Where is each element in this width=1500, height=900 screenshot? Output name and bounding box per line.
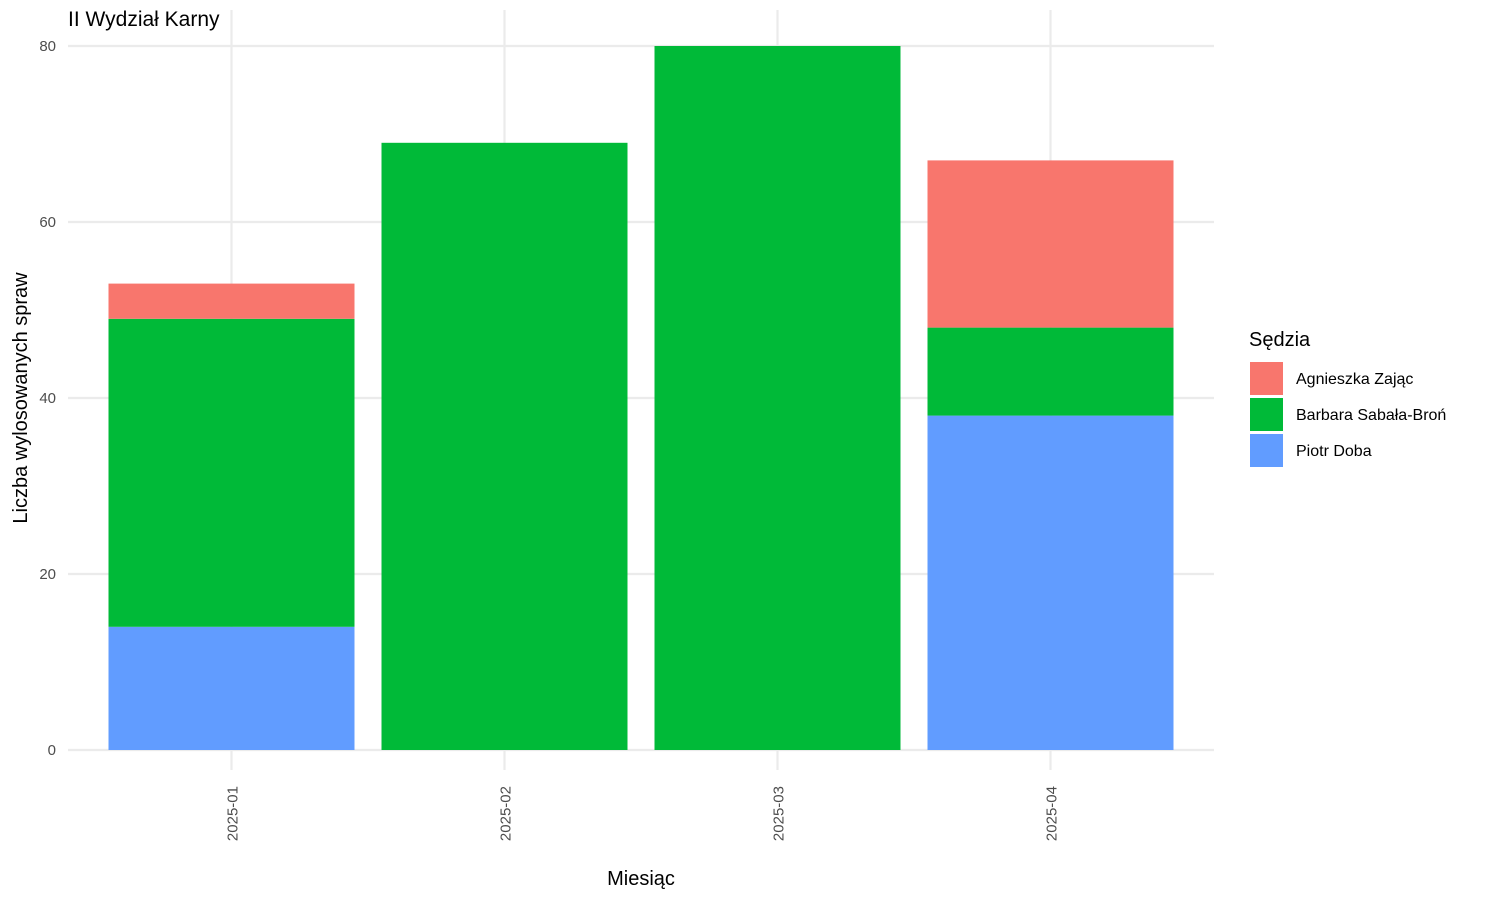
bar-segment-piotr-doba <box>108 626 355 750</box>
y-tick-label: 60 <box>39 214 56 231</box>
legend-title: Sędzia <box>1249 329 1311 351</box>
bar-segment-barbara-sabała-broń <box>927 327 1174 416</box>
bar-segment-barbara-sabała-broń <box>381 142 628 751</box>
legend-label: Agnieszka Zając <box>1296 371 1413 388</box>
x-axis-title: Miesiąc <box>607 868 675 890</box>
x-tick-label: 2025-03 <box>771 786 788 841</box>
legend-swatch <box>1250 398 1283 431</box>
y-tick-label: 20 <box>39 566 56 583</box>
x-tick-label: 2025-01 <box>225 786 242 841</box>
bar-segment-agnieszka-zając <box>108 283 355 319</box>
bars-layer <box>108 46 1174 751</box>
chart-title: II Wydział Karny <box>68 8 220 31</box>
bar-segment-barbara-sabała-broń <box>108 318 355 627</box>
bar-segment-agnieszka-zając <box>927 160 1174 328</box>
legend-swatch <box>1250 362 1283 395</box>
x-tick-label: 2025-04 <box>1044 786 1061 841</box>
legend-label: Piotr Doba <box>1296 443 1372 460</box>
legend-label: Barbara Sabała-Broń <box>1296 407 1446 424</box>
y-tick-label: 80 <box>39 38 56 55</box>
y-axis-ticks: 0 20 40 60 80 <box>39 38 56 759</box>
x-axis-ticks: 2025-01 2025-02 2025-03 2025-04 <box>225 786 1061 841</box>
bar-segment-barbara-sabała-broń <box>654 46 901 750</box>
legend: Sędzia Agnieszka Zając Barbara Sabała-Bro… <box>1249 329 1446 467</box>
y-tick-label: 0 <box>48 742 56 759</box>
legend-swatch <box>1250 434 1283 467</box>
legend-items: Agnieszka Zając Barbara Sabała-Broń Piotr … <box>1250 362 1446 467</box>
y-tick-label: 40 <box>39 390 56 407</box>
y-axis-title: Liczba wylosowanych spraw <box>10 272 32 524</box>
bar-segment-piotr-doba <box>927 415 1174 750</box>
x-tick-label: 2025-02 <box>498 786 515 841</box>
